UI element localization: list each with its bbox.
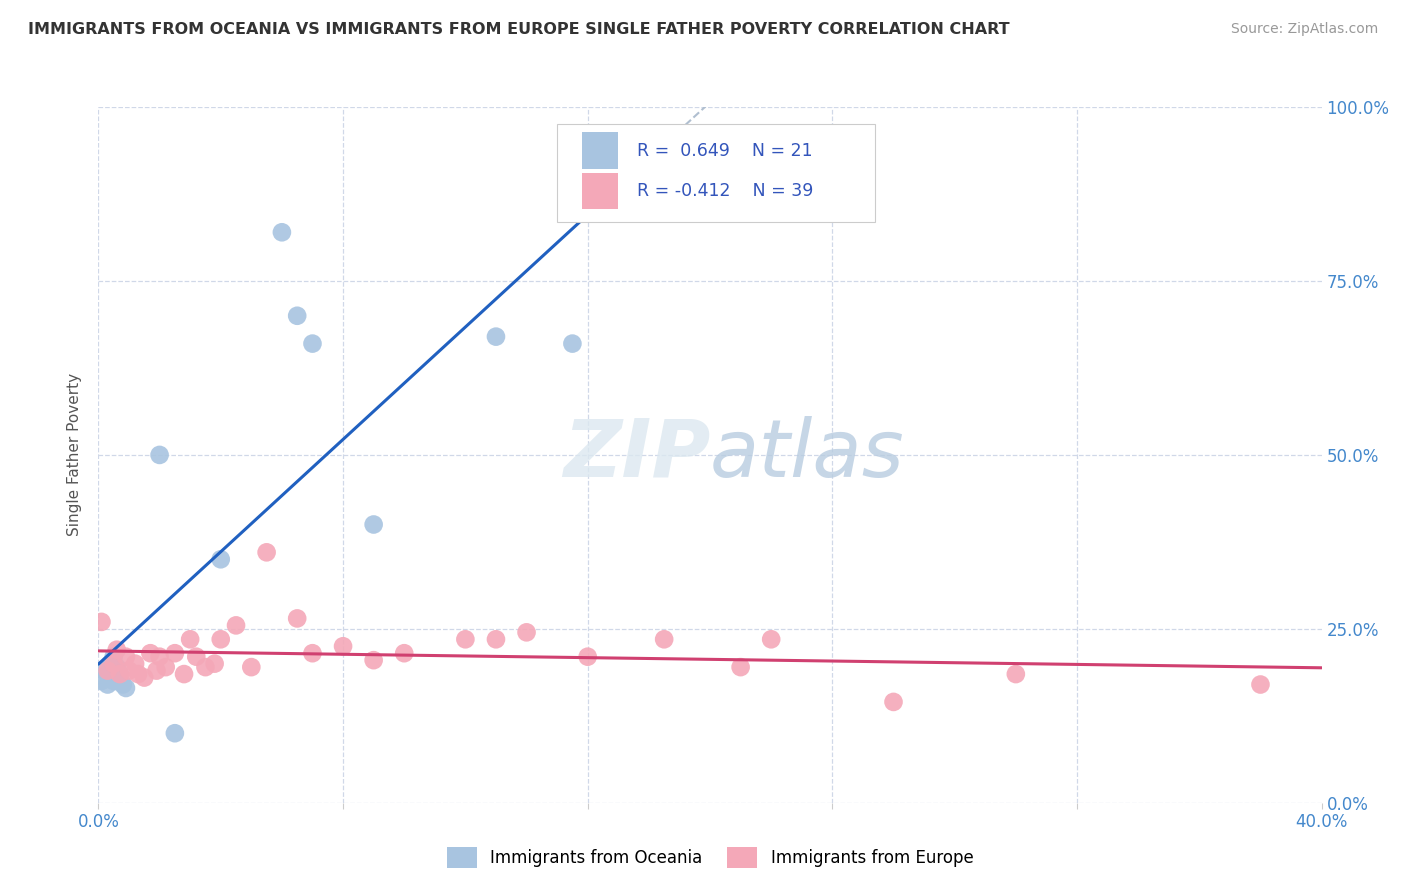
Point bbox=[516, 625, 538, 640]
Point bbox=[139, 646, 162, 660]
Point bbox=[97, 677, 120, 691]
Point bbox=[392, 646, 416, 660]
Point bbox=[134, 671, 156, 685]
Point bbox=[115, 681, 138, 695]
Point bbox=[485, 329, 508, 343]
Point bbox=[652, 632, 675, 647]
Point bbox=[105, 660, 128, 674]
Bar bbox=[582, 132, 619, 169]
Point bbox=[204, 657, 226, 671]
Point bbox=[163, 726, 186, 740]
Point bbox=[209, 552, 232, 566]
Point bbox=[883, 695, 905, 709]
Point bbox=[270, 225, 292, 239]
Text: Source: ZipAtlas.com: Source: ZipAtlas.com bbox=[1230, 22, 1378, 37]
Point bbox=[108, 667, 131, 681]
Point bbox=[194, 660, 217, 674]
Point bbox=[149, 649, 172, 664]
Point bbox=[97, 664, 120, 678]
Point bbox=[332, 639, 354, 653]
Point bbox=[485, 632, 508, 647]
Point bbox=[103, 657, 125, 671]
Point bbox=[301, 646, 323, 660]
Text: ZIP: ZIP bbox=[562, 416, 710, 494]
Point bbox=[759, 632, 782, 647]
Point bbox=[179, 632, 201, 647]
Point bbox=[363, 653, 385, 667]
Point bbox=[155, 660, 177, 674]
Point bbox=[118, 664, 141, 678]
Legend: Immigrants from Oceania, Immigrants from Europe: Immigrants from Oceania, Immigrants from… bbox=[440, 841, 980, 874]
Point bbox=[561, 336, 583, 351]
Bar bbox=[582, 173, 619, 210]
Point bbox=[105, 642, 128, 657]
Point bbox=[115, 649, 138, 664]
Point bbox=[111, 677, 134, 691]
Point bbox=[186, 649, 208, 664]
Point bbox=[225, 618, 247, 632]
Point bbox=[363, 517, 385, 532]
FancyBboxPatch shape bbox=[557, 124, 875, 222]
Point bbox=[454, 632, 477, 647]
Text: atlas: atlas bbox=[710, 416, 905, 494]
Text: IMMIGRANTS FROM OCEANIA VS IMMIGRANTS FROM EUROPE SINGLE FATHER POVERTY CORRELAT: IMMIGRANTS FROM OCEANIA VS IMMIGRANTS FR… bbox=[28, 22, 1010, 37]
Point bbox=[90, 674, 112, 689]
Point bbox=[127, 667, 149, 681]
Point bbox=[285, 611, 308, 625]
Point bbox=[240, 660, 263, 674]
Point bbox=[108, 667, 131, 681]
Point bbox=[209, 632, 232, 647]
Point bbox=[103, 649, 125, 664]
Point bbox=[576, 649, 599, 664]
Point bbox=[1249, 677, 1271, 691]
Text: R =  0.649    N = 21: R = 0.649 N = 21 bbox=[637, 142, 813, 160]
Point bbox=[285, 309, 308, 323]
Point bbox=[730, 660, 752, 674]
Point bbox=[90, 615, 112, 629]
Point bbox=[100, 671, 122, 685]
Point bbox=[256, 545, 278, 559]
Point bbox=[103, 674, 125, 689]
Y-axis label: Single Father Poverty: Single Father Poverty bbox=[67, 374, 83, 536]
Point bbox=[149, 448, 172, 462]
Point bbox=[301, 336, 323, 351]
Point bbox=[1004, 667, 1026, 681]
Point bbox=[97, 667, 120, 681]
Point bbox=[145, 664, 167, 678]
Point bbox=[163, 646, 186, 660]
Point bbox=[100, 657, 122, 671]
Text: R = -0.412    N = 39: R = -0.412 N = 39 bbox=[637, 182, 813, 200]
Point bbox=[173, 667, 195, 681]
Point bbox=[124, 657, 146, 671]
Point bbox=[93, 664, 115, 678]
